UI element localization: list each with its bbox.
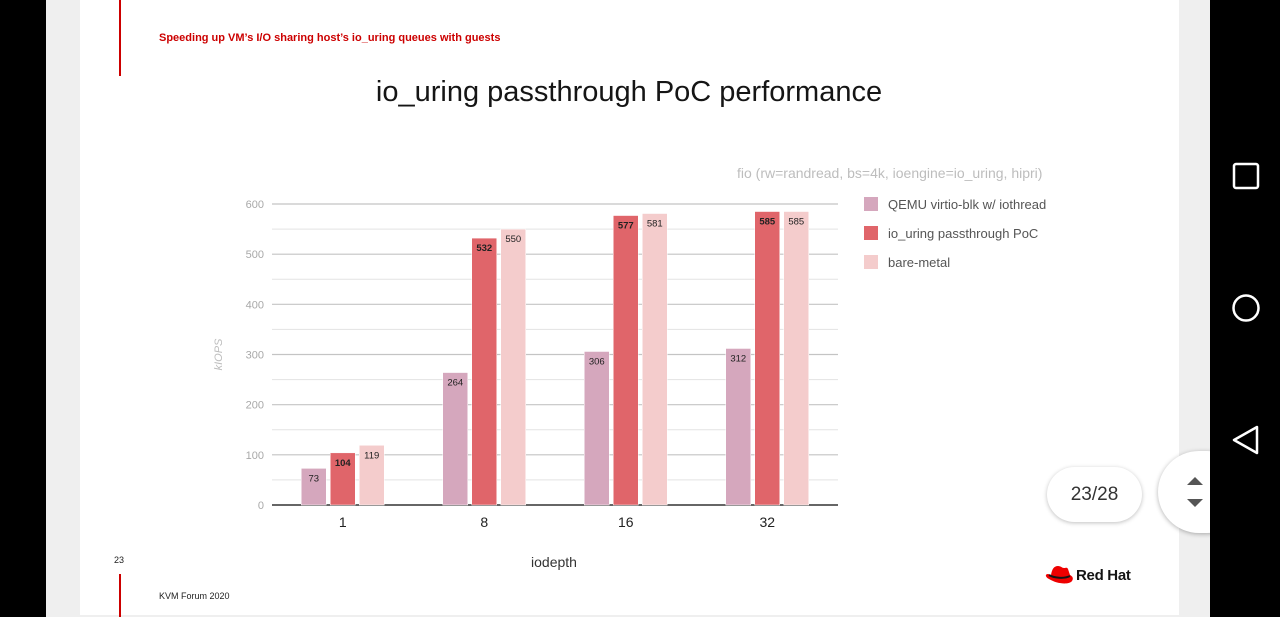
android-nav-bar (1210, 0, 1280, 617)
x-tick-label: 16 (618, 514, 634, 530)
x-tick-label: 8 (480, 514, 488, 530)
slide-title: io_uring passthrough PoC performance (375, 76, 883, 108)
bar (500, 228, 526, 506)
left-black-margin (0, 0, 46, 617)
bar (471, 237, 497, 506)
bar (613, 215, 639, 506)
y-tick-label: 300 (246, 350, 264, 362)
bar-value-label: 306 (589, 356, 605, 367)
legend-label: io_uring passthrough PoC (888, 226, 1038, 241)
home-icon[interactable] (1228, 290, 1264, 326)
red-accent-line-bottom (119, 574, 121, 617)
y-tick-label: 600 (246, 199, 264, 211)
red-hat-icon (1045, 566, 1073, 584)
slide-header: Speeding up VM’s I/O sharing host’s io_u… (159, 32, 501, 44)
bar-value-label: 581 (647, 219, 663, 230)
legend-label: QEMU virtio-blk w/ iothread (888, 197, 1046, 212)
legend-label: bare-metal (888, 255, 950, 270)
bar (783, 211, 809, 506)
legend-swatch (864, 255, 878, 269)
bar-value-label: 550 (505, 234, 521, 245)
bar-value-label: 73 (308, 473, 319, 484)
red-accent-line-top (119, 0, 121, 76)
bar-value-label: 585 (788, 217, 804, 228)
bar (584, 351, 610, 506)
y-tick-label: 500 (246, 249, 264, 261)
red-hat-logo: Red Hat (1044, 563, 1144, 591)
bar-value-label: 585 (759, 217, 776, 228)
legend-swatch (864, 197, 878, 211)
page-indicator: 23/28 (1047, 467, 1142, 522)
bar (330, 452, 356, 506)
bar-value-label: 532 (476, 243, 492, 254)
bar (442, 372, 468, 506)
y-tick-label: 100 (246, 450, 264, 462)
bar-value-label: 104 (335, 458, 352, 469)
bar (301, 468, 327, 506)
legend-swatch (864, 226, 878, 240)
chart-subtitle: fio (rw=randread, bs=4k, ioengine=io_uri… (737, 165, 1043, 181)
bar (725, 348, 751, 506)
recent-apps-icon[interactable] (1228, 158, 1264, 194)
slide-footer: KVM Forum 2020 (159, 591, 230, 601)
y-tick-label: 200 (246, 400, 264, 412)
y-axis-label: kIOPS (213, 338, 225, 370)
x-axis-label: iodepth (531, 554, 577, 570)
back-icon[interactable] (1228, 422, 1264, 458)
bar (359, 445, 385, 506)
bar-value-label: 264 (447, 378, 463, 389)
y-tick-label: 400 (246, 299, 264, 311)
bar-value-label: 119 (364, 450, 379, 461)
x-tick-label: 1 (339, 514, 347, 530)
logo-text: Red Hat (1076, 567, 1131, 584)
bar (642, 213, 668, 506)
slide-number: 23 (114, 555, 125, 565)
bar-value-label: 312 (730, 353, 746, 364)
bar-value-label: 577 (618, 221, 634, 232)
bar (754, 211, 780, 506)
y-tick-label: 0 (258, 500, 264, 512)
x-tick-label: 32 (759, 514, 775, 530)
scroll-up-down-icon (1187, 477, 1203, 507)
